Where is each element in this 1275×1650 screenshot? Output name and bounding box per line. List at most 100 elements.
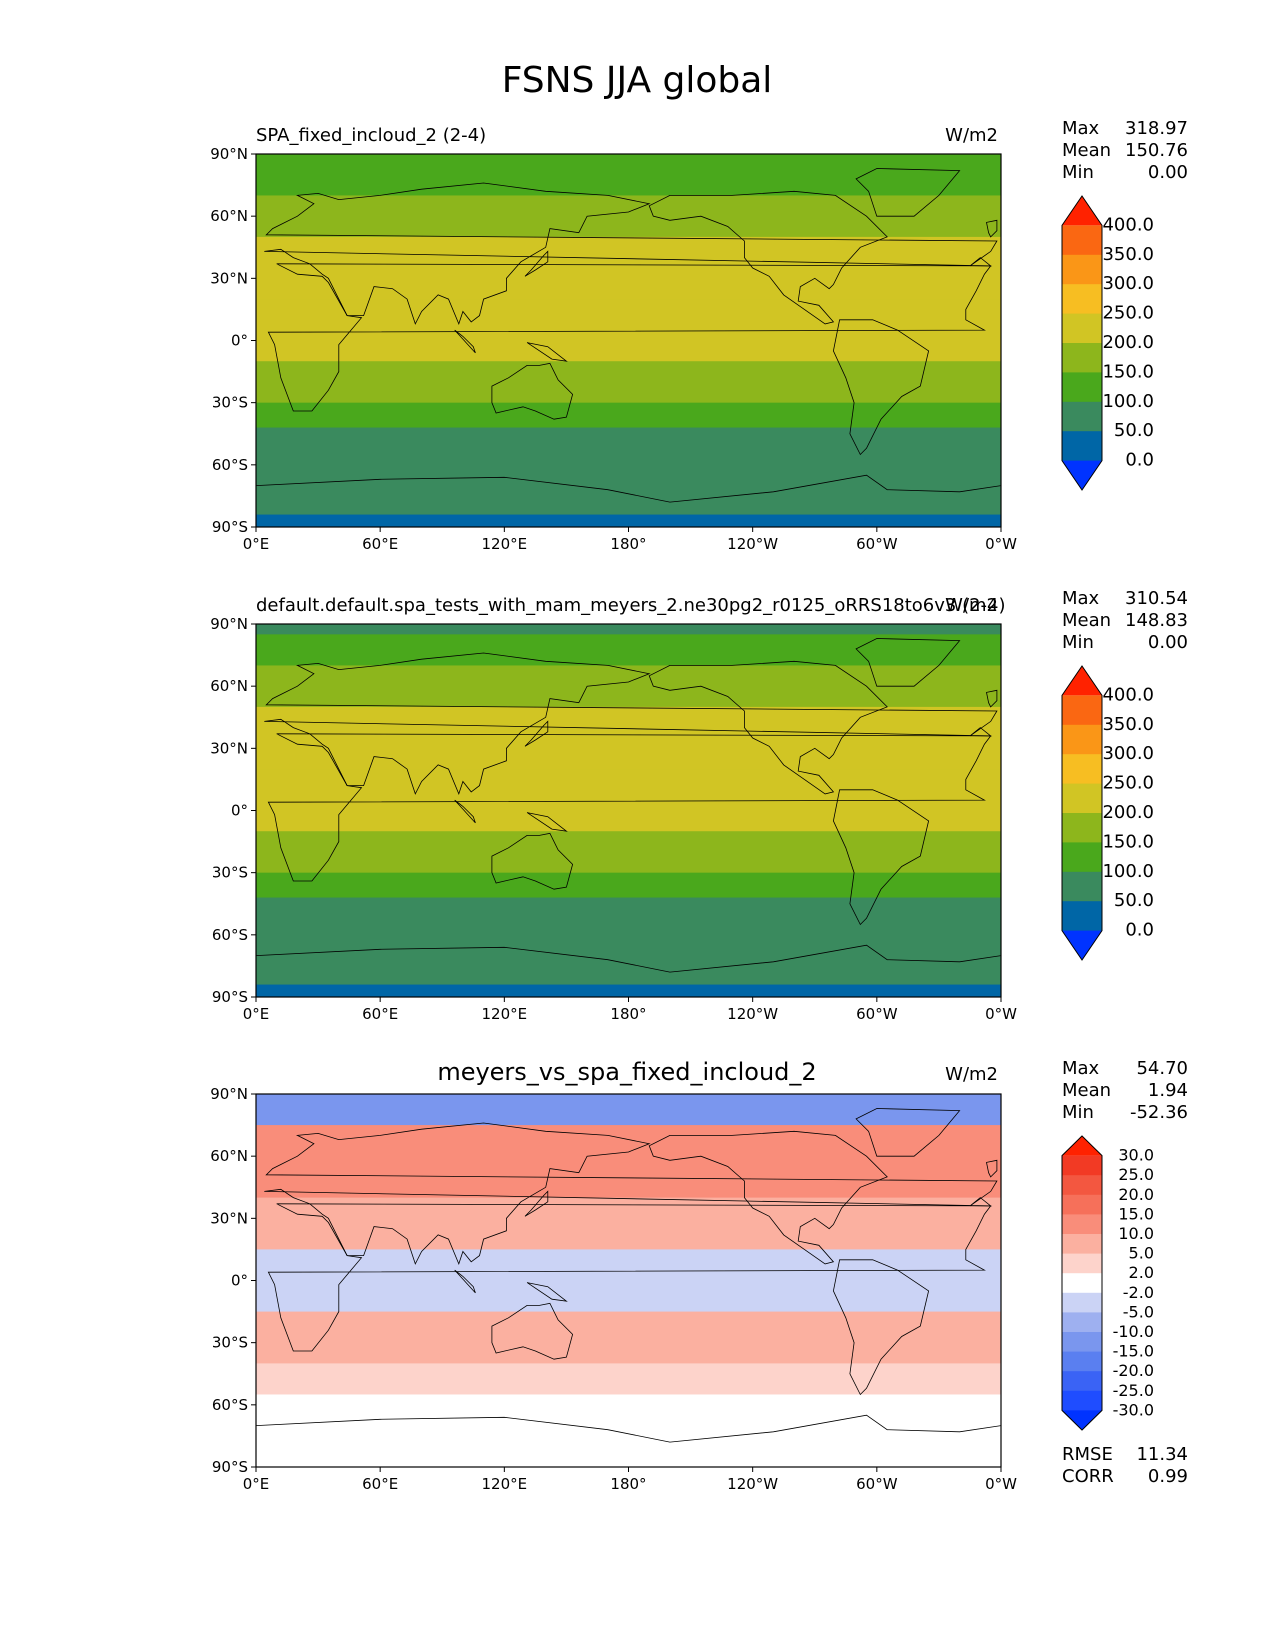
lat-tick-label: 60°N [210, 1147, 248, 1165]
panel-2-band-8 [256, 984, 1001, 997]
panel-1-coastline-9 [526, 342, 568, 362]
panel-3-rmse-label: RMSE [1062, 1444, 1113, 1465]
colorbar-tick-label: 300.0 [1102, 273, 1154, 294]
colorbar-tick-label: -30.0 [1113, 1400, 1154, 1419]
colorbar-segment [1062, 254, 1102, 285]
lon-tick-label: 60°E [362, 1475, 398, 1493]
panel-2-stats: Max 310.54 Mean 148.83 Min 0.00 [1062, 588, 1188, 653]
colorbar-segment [1062, 783, 1102, 814]
colorbar-segment [1062, 1312, 1102, 1333]
colorbar-extend-max [1062, 1136, 1102, 1156]
panel-2-coastline-4 [491, 832, 574, 890]
panel-2-coastline-1 [267, 733, 992, 882]
panel-3-stat-mean-value: 1.94 [1148, 1080, 1188, 1101]
colorbar-segment [1062, 724, 1102, 755]
colorbar-segment [1062, 695, 1102, 726]
colorbar-extend-min [1062, 930, 1102, 960]
panel-1-title: SPA_fixed_incloud_2 (2-4) [256, 125, 486, 146]
colorbar-tick-label: 150.0 [1102, 831, 1154, 852]
panel-1-band-4 [256, 361, 1001, 404]
panel-3-rmse-value: 11.34 [1136, 1444, 1188, 1465]
panel-3-corr-value: 0.99 [1148, 1466, 1188, 1487]
panel-2-coastline-2 [648, 660, 888, 795]
panel-3-stats: Max 54.70 Mean 1.94 Min -52.36 [1062, 1058, 1188, 1123]
lat-tick-label: 60°S [212, 926, 248, 944]
panel-3-coastline-6 [256, 1414, 1001, 1467]
panel-1-band-2 [256, 236, 1001, 300]
panel-2-map [255, 623, 1002, 998]
colorbar-segment [1062, 1292, 1102, 1313]
colorbar-tick-label: 100.0 [1102, 861, 1154, 882]
panel-2-band-5 [256, 831, 1001, 874]
lon-tick-label: 0°E [243, 1475, 270, 1493]
panel-3-band-1 [256, 1125, 1001, 1199]
panel-2-stat-min-label: Min [1062, 632, 1094, 653]
panel-1-stats: Max 318.97 Mean 150.76 Min 0.00 [1062, 118, 1188, 183]
lat-tick-label: 30°S [212, 1334, 248, 1352]
panel-2-stat-min-value: 0.00 [1148, 632, 1188, 653]
colorbar-tick-label: 150.0 [1102, 361, 1154, 382]
lon-tick-label: 60°W [856, 1475, 898, 1493]
colorbar-extend-min [1062, 1410, 1102, 1430]
colorbar-tick-label: 10.0 [1118, 1224, 1154, 1243]
panel-3-coastline-9 [526, 1282, 568, 1302]
panel-2-band-1 [256, 634, 1001, 666]
panel-2-units: W/m2 [945, 595, 998, 616]
colorbar-tick-label: 200.0 [1102, 332, 1154, 353]
colorbar-segment [1062, 842, 1102, 873]
lat-tick-label: 60°S [212, 456, 248, 474]
panel-3-title: meyers_vs_spa_fixed_incloud_2 [437, 1058, 816, 1086]
panel-3-lat-axis: 90°N 60°N 30°N 0° 30°S 60°S 90°S [210, 1085, 256, 1476]
lat-tick-label: 60°S [212, 1396, 248, 1414]
colorbar-tick-label: 400.0 [1102, 214, 1154, 235]
colorbar-tick-label: -10.0 [1113, 1322, 1154, 1341]
panel-1-stat-mean-label: Mean [1062, 140, 1111, 161]
panel-2-coastline-5 [855, 638, 961, 687]
panel-2-lon-axis: 0°E 60°E 120°E 180° 120°W 60°W 0°W [243, 997, 1017, 1023]
panel-1-stat-max-value: 318.97 [1125, 118, 1188, 139]
panel-2-stat-max-label: Max [1062, 588, 1100, 609]
panel-1-band-7 [256, 514, 1001, 527]
lon-tick-label: 120°W [727, 1005, 778, 1023]
lon-tick-label: 60°W [856, 1005, 898, 1023]
colorbar-outline [1061, 665, 1103, 961]
panel-2-coastline-3 [832, 789, 930, 926]
lon-tick-label: 0°E [243, 1005, 270, 1023]
colorbar-tick-label: -15.0 [1113, 1342, 1154, 1361]
panel-2-stat-mean-value: 148.83 [1125, 610, 1188, 631]
colorbar-tick-label: 30.0 [1118, 1146, 1154, 1165]
panel-1-coastline-5 [855, 168, 961, 217]
colorbar-tick-label: 250.0 [1102, 773, 1154, 794]
panel-3-band-0 [256, 1094, 1001, 1126]
colorbar-tick-label: 50.0 [1114, 890, 1154, 911]
colorbar-outline [1061, 1135, 1103, 1431]
panel-2: default.default.spa_tests_with_mam_meyer… [210, 588, 1188, 1023]
panel-1-colorbar: 400.0 350.0 300.0 250.0 200.0 150.0 100.0 50.0 0… [1061, 195, 1154, 491]
panel-2-title: default.default.spa_tests_with_mam_meyer… [256, 595, 1006, 616]
panel-3-map [255, 1093, 1002, 1468]
panel-3-colorbar: 30.025.020.015.010.05.02.0-2.0-5.0-10.0-… [1061, 1135, 1154, 1431]
panel-1-coastline-7 [524, 250, 549, 277]
lon-tick-label: 120°E [482, 1005, 528, 1023]
lat-tick-label: 30°S [212, 394, 248, 412]
lon-tick-label: 0°W [985, 1475, 1017, 1493]
panel-2-stat-max-value: 310.54 [1125, 588, 1188, 609]
panel-1-lat-axis: 90°N 60°N 30°N 0° 30°S 60°S 90°S [210, 145, 256, 536]
panel-3-stat-min-value: -52.36 [1130, 1102, 1188, 1123]
colorbar-tick-label: 25.0 [1118, 1165, 1154, 1184]
lat-tick-label: 90°N [210, 145, 248, 163]
colorbar-segment [1062, 754, 1102, 785]
colorbar-tick-label: 0.0 [1125, 920, 1154, 941]
lon-tick-label: 0°W [985, 535, 1017, 553]
colorbar-extend-max [1062, 196, 1102, 226]
panel-2-stat-mean-label: Mean [1062, 610, 1111, 631]
panel-3-corr-label: CORR [1062, 1466, 1114, 1487]
colorbar-segment [1062, 1155, 1102, 1176]
lat-tick-label: 60°N [210, 677, 248, 695]
panel-3-coastline-10 [986, 1159, 998, 1178]
panel-3-band-5 [256, 1363, 1001, 1395]
panel-3: meyers_vs_spa_fixed_incloud_2 W/m2 90°N 6… [210, 1058, 1188, 1493]
colorbar-segment [1062, 1332, 1102, 1353]
colorbar-extend-max [1062, 666, 1102, 696]
panel-3-band-6 [256, 1394, 1001, 1467]
